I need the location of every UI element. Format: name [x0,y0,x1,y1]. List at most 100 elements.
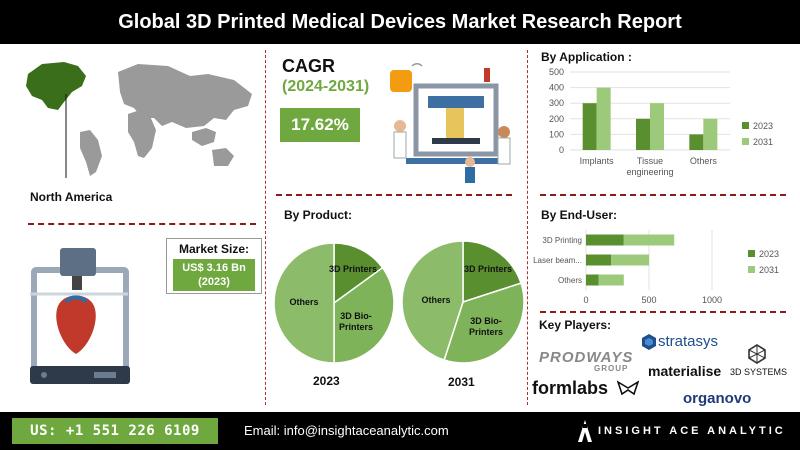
logo-3d-systems: 3D SYSTEMS [730,367,788,377]
legend-label-2031: 2031 [759,265,779,275]
pie-label-1: 3D Bio-Printers [339,311,373,332]
bar-2023-0 [586,234,624,246]
enduser-chart: 0 500 1000 3D Printing Laser beam... Others 20… [533,230,779,305]
product-pie-2031: 3D Printers 3D Bio-Printers Others [401,240,525,364]
y-tick-label: Others [558,276,582,285]
product-pie-2023: 3D Printers 3D Bio-Printers Others [273,242,395,364]
pie-label-line: 3D Printers [464,264,512,274]
pie-label-line: Printers [469,327,503,337]
pie-label-line: 3D Bio- [470,316,502,326]
pie-label-line: Printers [339,322,373,332]
x-tick-label-line: Others [690,156,718,166]
divider-cagr [276,194,512,196]
application-title: By Application : [541,50,632,64]
bar-2031-1 [611,254,649,266]
bar-2023-2 [586,274,599,286]
y-tick-label: Laser beam... [533,256,582,265]
brand-logo-icon [578,420,592,442]
logo-materialise: materialise [648,363,722,379]
bar-2031-2 [598,274,624,286]
footer-brand: INSIGHT ACE ANALYTIC [598,425,786,437]
x-tick-label-line: Implants [580,156,615,166]
divider-left [265,50,266,405]
divider-application [540,194,786,196]
market-size-box: Market Size: US$ 3.16 Bn (2023) [166,238,262,294]
x-tick-label-line: Tissue [637,156,663,166]
bar-2023-1 [636,118,650,150]
bar-2031-1 [650,103,664,150]
stratasys-logo-icon [642,334,656,350]
logo-prodways-group: GROUP [594,364,629,373]
bar-2031-0 [596,87,611,150]
printer-illustration [30,248,130,384]
y-tick-label: 400 [549,83,564,93]
legend-label-2023: 2023 [759,249,779,259]
formlabs-logo-icon [617,380,639,396]
region-label: North America [30,190,113,204]
pie-label-2: Others [421,295,450,305]
y-tick-label: 200 [549,114,564,124]
logo-stratasys: stratasys [658,333,719,350]
pie-label-line: Others [421,295,450,305]
3d-systems-logo-icon [748,344,766,364]
key-players-title: Key Players: [539,318,612,332]
legend-swatch-2023 [742,122,749,129]
footer-phone[interactable]: US: +1 551 226 6109 [12,418,218,444]
bar-2023-1 [586,254,612,266]
divider-enduser [540,311,786,313]
x-tick-label: 500 [641,295,656,305]
footer-bar: US: +1 551 226 6109 Email: info@insighta… [0,412,800,450]
page-title: Global 3D Printed Medical Devices Market… [118,10,682,33]
y-tick-label: 300 [549,98,564,108]
lab-illustration [390,63,511,183]
legend-swatch-2031 [742,138,749,145]
divider-region [28,223,256,225]
pie-label-2: Others [289,297,318,307]
y-tick-label: 500 [549,67,564,77]
x-tick-label: 1000 [702,295,722,305]
pie-slice-1 [443,282,525,364]
pie-slice-2 [401,240,464,361]
bar-2031-0 [623,234,675,246]
pie-slice-1 [333,266,395,364]
y-tick-label: 3D Printing [542,236,582,245]
legend-label-2023: 2023 [753,121,773,131]
enduser-title: By End-User: [541,208,618,222]
pie-2031-caption: 2031 [448,375,475,389]
x-tick-label-line: engineering [626,167,673,177]
pie-label-line: Others [289,297,318,307]
pie-label-0: 3D Printers [464,264,512,274]
market-size-amount: US$ 3.16 Bn [182,262,246,274]
footer-email[interactable]: Email: info@insightaceanalytic.com [244,423,449,438]
header-bar: Global 3D Printed Medical Devices Market… [0,0,800,44]
logo-organovo: organovo [683,390,752,407]
y-tick-label: 100 [549,129,564,139]
logo-prodways: PRODWAYS [539,349,634,366]
bar-2023-0 [582,103,597,150]
world-map-continents [80,64,252,176]
world-map [26,62,252,178]
cagr-title: CAGR [282,56,335,76]
bar-2031-2 [703,118,718,150]
x-tick-label: Others [690,156,718,166]
pie-label-0: 3D Printers [329,264,377,274]
legend-swatch-2023 [748,250,755,257]
north-america-shape [26,62,86,110]
market-size-label: Market Size: [178,242,250,256]
pie-label-1: 3D Bio-Printers [469,316,503,337]
bar-2023-2 [689,134,704,150]
legend-swatch-2031 [748,266,755,273]
y-tick-label: 0 [559,145,564,155]
pie-slice-2 [273,242,335,364]
market-size-year: (2023) [198,276,230,288]
product-title: By Product: [284,208,353,222]
pie-2023-caption: 2023 [313,374,340,388]
application-chart: 0 100 200 300 400 500 Implants Tissue engineerin… [549,67,773,177]
divider-right [527,50,528,405]
cagr-years: (2024-2031) [282,78,370,95]
pie-slice-0 [333,242,384,305]
pie-label-line: 3D Bio- [340,311,372,321]
market-size-value: US$ 3.16 Bn (2023) [173,259,255,291]
legend-label-2031: 2031 [753,137,773,147]
x-tick-label: 0 [583,295,588,305]
